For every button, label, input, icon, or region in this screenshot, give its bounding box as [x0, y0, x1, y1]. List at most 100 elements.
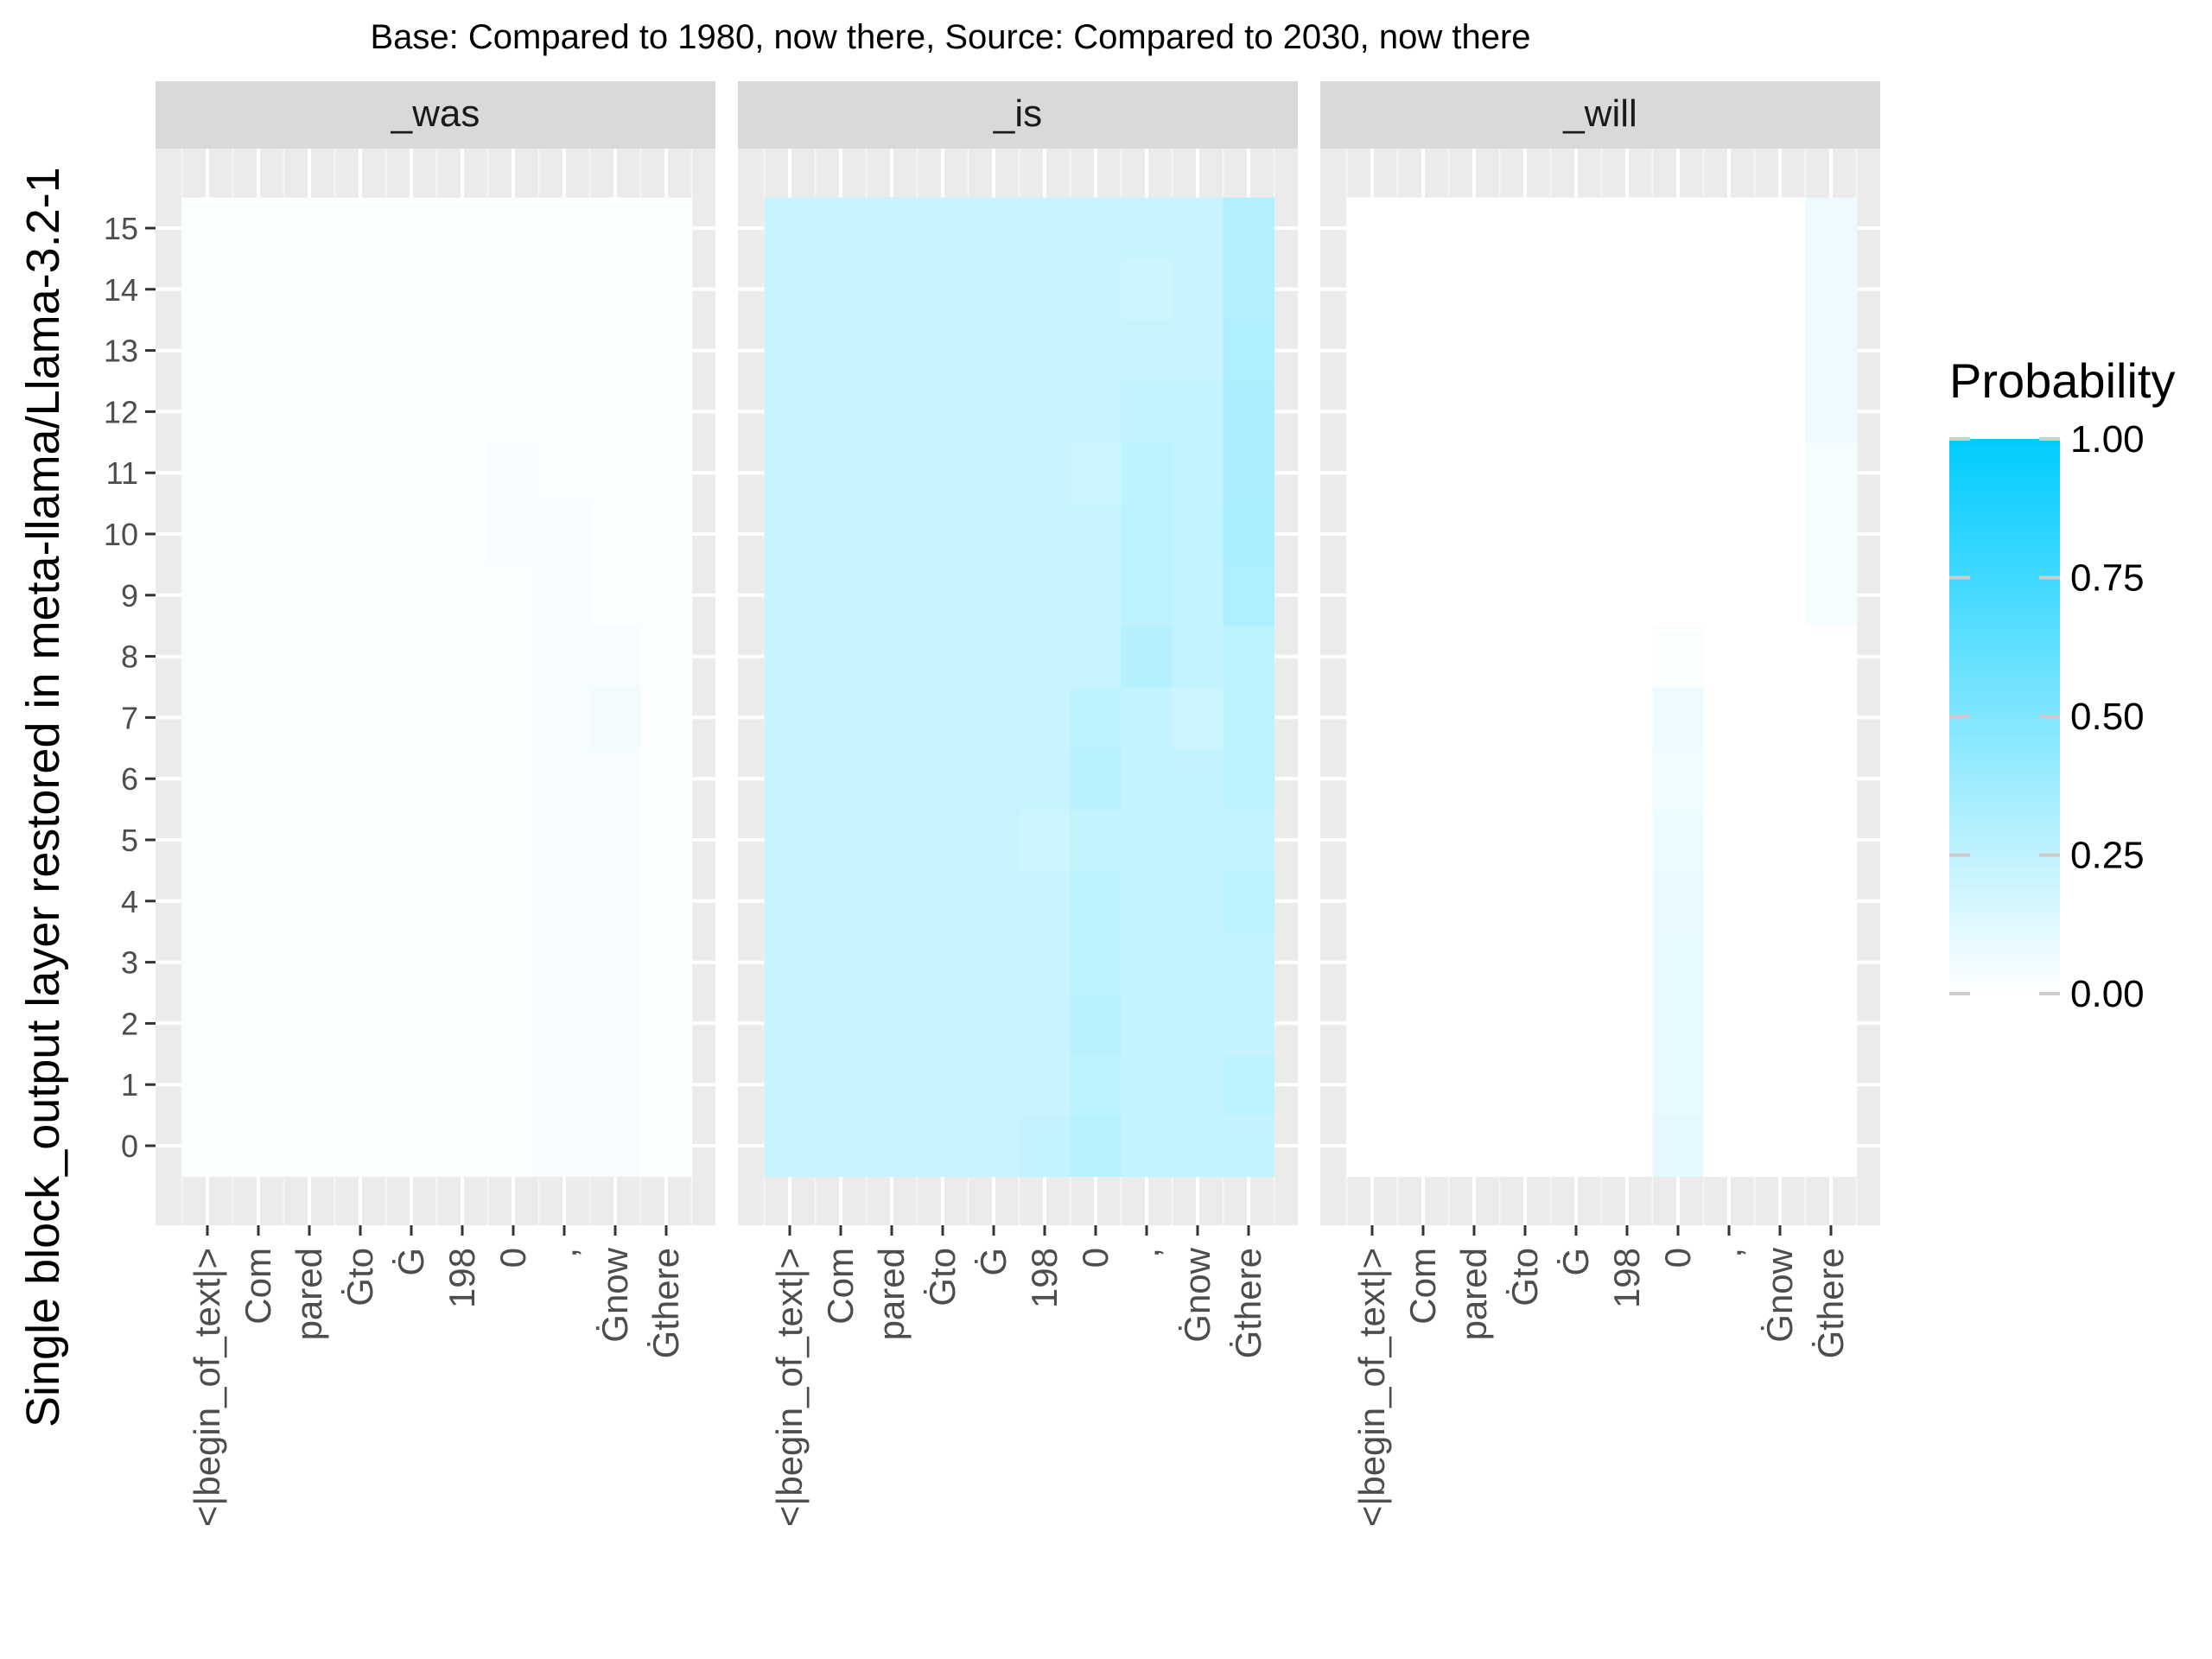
- heat-cell: [538, 258, 591, 321]
- heat-cell: [1019, 197, 1071, 259]
- heat-cell: [640, 197, 693, 259]
- heat-cell: [1448, 564, 1501, 626]
- heat-cell: [640, 258, 693, 321]
- heat-cell: [1019, 1053, 1071, 1116]
- heat-cell: [1397, 564, 1450, 626]
- x-tick-label: <|begin_of_text|>: [187, 1248, 227, 1527]
- heat-cell: [1346, 931, 1399, 994]
- heat-cell: [917, 503, 969, 565]
- heat-cell: [640, 320, 693, 382]
- heat-cell: [1448, 442, 1501, 505]
- heat-cell: [436, 931, 489, 994]
- heat-cell: [640, 442, 693, 505]
- heat-cell: [1346, 993, 1399, 1055]
- heat-cell: [1223, 931, 1275, 994]
- heat-cell: [1703, 687, 1756, 749]
- heat-cell: [1601, 747, 1654, 810]
- heat-cell: [385, 809, 438, 871]
- heat-cell: [181, 747, 234, 810]
- heat-cell: [640, 1053, 693, 1116]
- heat-cell: [1121, 564, 1173, 626]
- heat-cell: [589, 687, 642, 749]
- x-tick-label: <|begin_of_text|>: [769, 1248, 810, 1527]
- heat-cell: [1346, 503, 1399, 565]
- heat-cell: [1346, 1115, 1399, 1177]
- heat-cell: [538, 197, 591, 259]
- heat-cell: [1070, 564, 1122, 626]
- y-tick-label: 1: [121, 1067, 138, 1103]
- heat-cell: [232, 870, 285, 932]
- x-tick-label: Ġ: [1555, 1248, 1596, 1276]
- heat-cell: [232, 381, 285, 443]
- heat-cell: [487, 564, 540, 626]
- heat-cell: [1172, 993, 1224, 1055]
- x-tick-label: pared: [1453, 1248, 1494, 1340]
- heat-cell: [334, 197, 387, 259]
- heat-cell: [1172, 442, 1224, 505]
- x-tick-label: 198: [1024, 1248, 1065, 1308]
- heat-cell: [1223, 870, 1275, 932]
- heat-cell: [917, 1053, 969, 1116]
- heat-cell: [640, 747, 693, 810]
- heat-cell: [1499, 626, 1552, 688]
- x-tick-label: Ġto: [1504, 1248, 1545, 1306]
- panel-was: _was <|begin_of_text|> Com pared Ġto Ġ 198 0, Ġn…: [156, 81, 715, 1527]
- heat-cell: [866, 320, 918, 382]
- heat-cell: [1550, 993, 1603, 1055]
- heat-cell: [334, 870, 387, 932]
- heat-cell: [1448, 931, 1501, 994]
- heat-cell: [538, 320, 591, 382]
- heat-cell: [1550, 931, 1603, 994]
- heat-cell: [917, 258, 969, 321]
- heat-cell: [917, 931, 969, 994]
- heat-cell: [1121, 320, 1173, 382]
- heat-cell: [640, 1115, 693, 1177]
- heat-cell: [866, 503, 918, 565]
- heat-cell: [815, 381, 868, 443]
- heat-cell: [538, 442, 591, 505]
- heat-cell: [1703, 1115, 1756, 1177]
- heat-cell: [436, 564, 489, 626]
- heat-cell: [1652, 626, 1705, 688]
- heat-cell: [968, 1115, 1020, 1177]
- heat-cell: [1019, 320, 1071, 382]
- heat-cell: [917, 1115, 969, 1177]
- heat-cell: [385, 320, 438, 382]
- heat-cell: [538, 1053, 591, 1116]
- legend-tick-label: 0.00: [2070, 973, 2145, 1015]
- y-tick-label: 8: [121, 639, 138, 675]
- heat-cell: [385, 747, 438, 810]
- heat-cell: [917, 197, 969, 259]
- x-tick-label: ,: [1708, 1248, 1749, 1258]
- heat-cell: [917, 564, 969, 626]
- heat-cell: [1070, 503, 1122, 565]
- heat-cell: [1223, 747, 1275, 810]
- heat-cells: [181, 197, 693, 1177]
- heat-cell: [917, 747, 969, 810]
- heat-cell: [1601, 258, 1654, 321]
- heat-cell: [764, 1053, 817, 1116]
- heat-cell: [436, 1115, 489, 1177]
- heat-cell: [1652, 1115, 1705, 1177]
- heat-cell: [968, 626, 1020, 688]
- heat-cell: [1346, 1053, 1399, 1116]
- heat-cell: [1754, 258, 1807, 321]
- heat-cell: [334, 442, 387, 505]
- heat-cell: [1601, 809, 1654, 871]
- heat-cell: [589, 870, 642, 932]
- heat-cell: [1550, 381, 1603, 443]
- heat-cell: [334, 626, 387, 688]
- heat-cell: [487, 442, 540, 505]
- heat-cell: [1550, 564, 1603, 626]
- legend-tick-label: 0.25: [2070, 835, 2145, 877]
- heat-cell: [1601, 993, 1654, 1055]
- heat-cell: [1601, 687, 1654, 749]
- heat-cell: [436, 258, 489, 321]
- heat-cell: [1346, 442, 1399, 505]
- heat-cell: [1499, 747, 1552, 810]
- heat-cell: [1172, 747, 1224, 810]
- heat-cell: [968, 320, 1020, 382]
- heat-cell: [1397, 197, 1450, 259]
- heat-cell: [1550, 1115, 1603, 1177]
- heat-cell: [1652, 931, 1705, 994]
